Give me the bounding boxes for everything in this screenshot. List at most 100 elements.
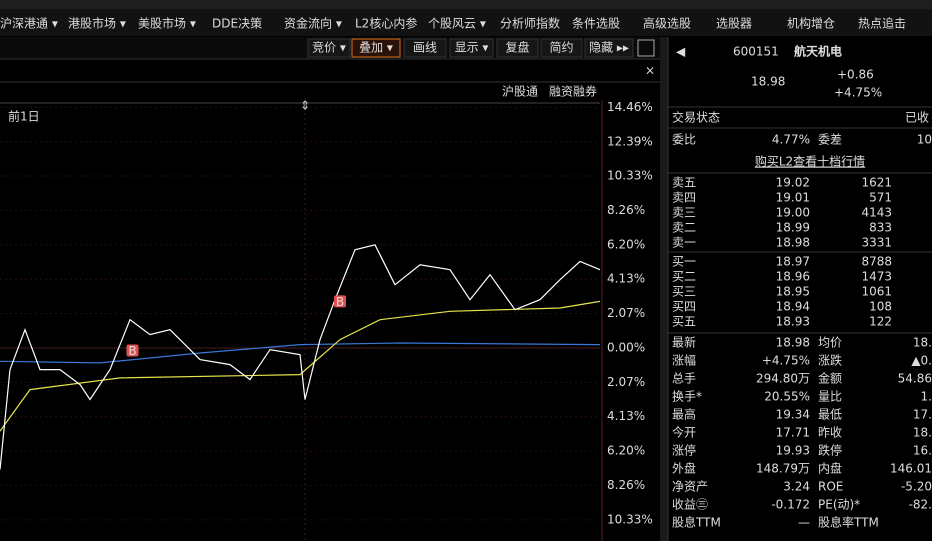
menu-item[interactable]: 个股风云 ▾: [428, 17, 486, 31]
menu-item[interactable]: 资金流向 ▾: [284, 16, 342, 31]
book-volume: 833: [869, 221, 892, 235]
chart-link[interactable]: 融资融券: [549, 84, 597, 99]
y-tick-label: 4.13%: [607, 409, 645, 423]
book-label: 买五: [672, 315, 696, 329]
ratio-cell: 委差: [818, 133, 842, 147]
toolbar-button[interactable]: 竞价 ▾: [312, 41, 346, 55]
close-button[interactable]: ×: [645, 64, 655, 78]
toolbar-button-frame: [403, 38, 447, 58]
stat-label: 外盘: [672, 461, 696, 476]
stat-label: 金额: [818, 371, 842, 386]
toolbar-button[interactable]: 复盘: [505, 40, 529, 55]
book-label: 买四: [672, 300, 696, 314]
stat-label: 涨幅: [672, 353, 696, 368]
menu-item[interactable]: 港股市场 ▾: [68, 16, 126, 31]
book-volume: 122: [869, 315, 892, 329]
toolbar-button[interactable]: 简约: [549, 40, 573, 55]
stat-label: 跌停: [818, 443, 842, 458]
stat-label: 均价: [818, 336, 842, 350]
toolbar-button-frame: [584, 38, 634, 58]
book-volume: 4143: [861, 206, 892, 220]
toolbar-button[interactable]: 显示 ▾: [455, 41, 489, 55]
y-tick-label: 10.33%: [607, 512, 653, 526]
y-tick-label: 4.13%: [607, 272, 645, 286]
stat-value: -0.172: [771, 498, 810, 512]
trade-marker-label: B: [128, 344, 136, 358]
book-volume: 1621: [861, 176, 892, 190]
menu-item[interactable]: 美股市场 ▾: [138, 16, 196, 31]
stat-label: 内盘: [818, 461, 842, 476]
stat-value: 16.: [913, 444, 932, 458]
book-volume: 1061: [861, 285, 892, 299]
stat-value: ▲0.: [911, 354, 932, 368]
stat-value: 17.71: [776, 426, 810, 440]
toolbar-button[interactable]: 画线: [413, 41, 437, 55]
stat-value: 18.: [913, 426, 932, 440]
y-tick-label: 2.07%: [607, 306, 645, 320]
status-value: 已收: [905, 111, 929, 125]
price-change: +0.86: [837, 68, 874, 82]
stat-label: ROE: [818, 480, 843, 494]
y-tick-label: 0.00%: [607, 340, 645, 354]
toolbar-button-frame: [540, 38, 583, 58]
book-price: 19.00: [776, 206, 810, 220]
menu-item[interactable]: 机构增仓: [787, 16, 835, 31]
stat-label: 换手*: [672, 390, 702, 404]
book-volume: 571: [869, 191, 892, 205]
toolbar-button-frame: [449, 38, 494, 58]
stat-label: 今开: [672, 425, 696, 440]
book-volume: 3331: [861, 236, 892, 250]
book-label: 买三: [672, 285, 696, 299]
menu-item[interactable]: L2核心内参: [355, 16, 417, 31]
stat-value: 148.79万: [756, 462, 810, 476]
menu-item[interactable]: 选股器: [716, 17, 752, 31]
stat-label: PE(动)*: [818, 498, 860, 512]
book-price: 18.94: [776, 300, 810, 314]
y-tick-label: 2.07%: [607, 375, 645, 389]
ratio-cell: 委比: [672, 133, 696, 147]
book-label: 卖五: [672, 176, 696, 190]
book-price: 18.97: [776, 255, 810, 269]
stat-value: 146.01: [890, 462, 932, 476]
stat-value: 18.98: [776, 336, 810, 350]
menu-item[interactable]: 分析师指数: [500, 16, 560, 31]
menu-item[interactable]: DDE决策: [212, 17, 262, 31]
stat-value: 1.: [921, 390, 932, 404]
price-change-pct: +4.75%: [834, 86, 882, 100]
menu-item[interactable]: 条件选股: [572, 17, 620, 31]
chart-label: 前1日: [8, 109, 40, 124]
stat-value: 3.24: [783, 480, 810, 494]
stat-value: —: [798, 516, 810, 530]
y-tick-label: 8.26%: [607, 478, 645, 492]
stat-label: 总手: [672, 372, 696, 386]
prev-stock-button[interactable]: ◀: [676, 45, 686, 59]
toolbar-button-frame: [351, 38, 401, 58]
y-tick-label: 14.46%: [607, 100, 653, 114]
book-price: 19.01: [776, 191, 810, 205]
status-label: 交易状态: [672, 110, 720, 125]
menu-item[interactable]: 高级选股: [643, 16, 691, 31]
series-line: [0, 342, 601, 364]
menu-item[interactable]: 沪深港通 ▾: [0, 17, 58, 31]
book-price: 18.93: [776, 315, 810, 329]
y-tick-label: 10.33%: [607, 169, 653, 183]
book-price: 18.95: [776, 285, 810, 299]
l2-link[interactable]: 购买L2查看十档行情: [755, 154, 865, 169]
ratio-cell: 4.77%: [772, 133, 810, 147]
fullscreen-button[interactable]: [637, 39, 655, 57]
book-label: 卖二: [672, 221, 696, 235]
ratio-cell: 10: [917, 133, 932, 147]
stat-label: 涨跌: [818, 353, 842, 368]
menu-item[interactable]: 热点追击: [858, 16, 906, 31]
toolbar-button-frame: [496, 38, 539, 58]
trade-marker: [334, 295, 346, 308]
splitter[interactable]: [660, 37, 668, 541]
chart-link[interactable]: 沪股通: [502, 85, 538, 99]
toolbar-button-frame: [307, 38, 351, 58]
book-price: 18.99: [776, 221, 810, 235]
stock-name: 航天机电: [794, 44, 842, 59]
toolbar-button[interactable]: 叠加 ▾: [359, 41, 393, 55]
stat-value: 19.34: [776, 408, 810, 422]
toolbar-button[interactable]: 隐藏 ▸▸: [589, 41, 629, 55]
